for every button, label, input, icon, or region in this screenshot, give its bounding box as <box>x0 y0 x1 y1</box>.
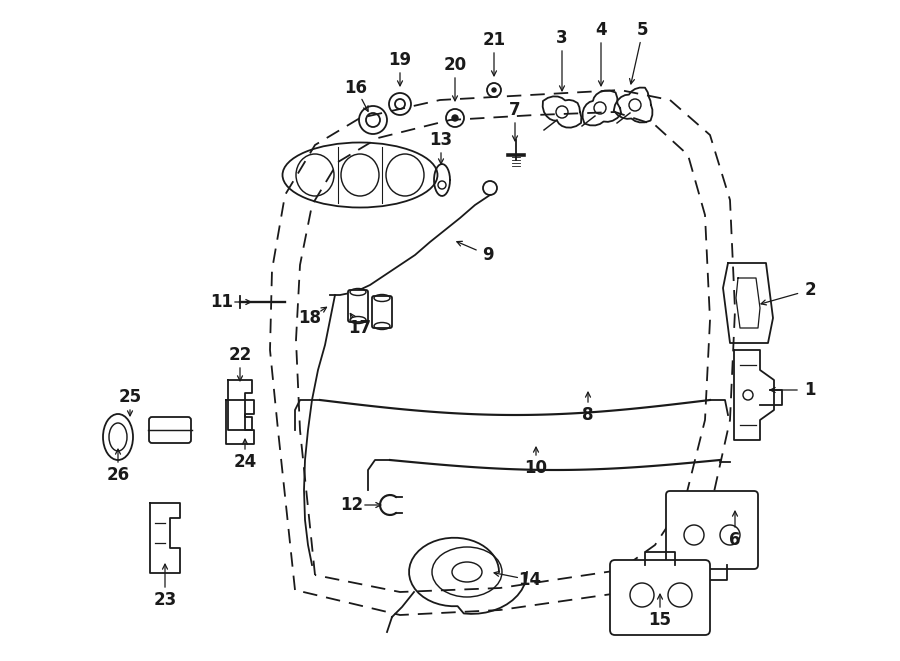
Text: 19: 19 <box>389 51 411 69</box>
Text: 25: 25 <box>119 388 141 406</box>
FancyBboxPatch shape <box>149 417 191 443</box>
Text: 8: 8 <box>582 406 594 424</box>
Text: 5: 5 <box>637 21 649 39</box>
FancyBboxPatch shape <box>372 296 392 328</box>
Text: 15: 15 <box>649 611 671 629</box>
Text: 6: 6 <box>729 531 741 549</box>
Text: 18: 18 <box>299 309 321 327</box>
FancyBboxPatch shape <box>610 560 710 635</box>
Text: 4: 4 <box>595 21 607 39</box>
Text: 23: 23 <box>153 591 176 609</box>
Text: 7: 7 <box>509 101 521 119</box>
Text: 13: 13 <box>429 131 453 149</box>
Text: 3: 3 <box>556 29 568 47</box>
Text: 12: 12 <box>340 496 364 514</box>
Text: 17: 17 <box>348 319 372 337</box>
Text: 2: 2 <box>805 281 815 299</box>
Text: 10: 10 <box>525 459 547 477</box>
Text: 22: 22 <box>229 346 252 364</box>
Text: 24: 24 <box>233 453 256 471</box>
Text: 14: 14 <box>518 571 542 589</box>
Text: 11: 11 <box>211 293 233 311</box>
Text: 9: 9 <box>482 246 494 264</box>
Text: 20: 20 <box>444 56 466 74</box>
FancyBboxPatch shape <box>666 491 758 569</box>
Text: 21: 21 <box>482 31 506 49</box>
Text: 16: 16 <box>345 79 367 97</box>
FancyBboxPatch shape <box>348 290 368 322</box>
Circle shape <box>452 115 458 121</box>
Text: 1: 1 <box>805 381 815 399</box>
Circle shape <box>492 88 496 92</box>
Text: 26: 26 <box>106 466 130 484</box>
